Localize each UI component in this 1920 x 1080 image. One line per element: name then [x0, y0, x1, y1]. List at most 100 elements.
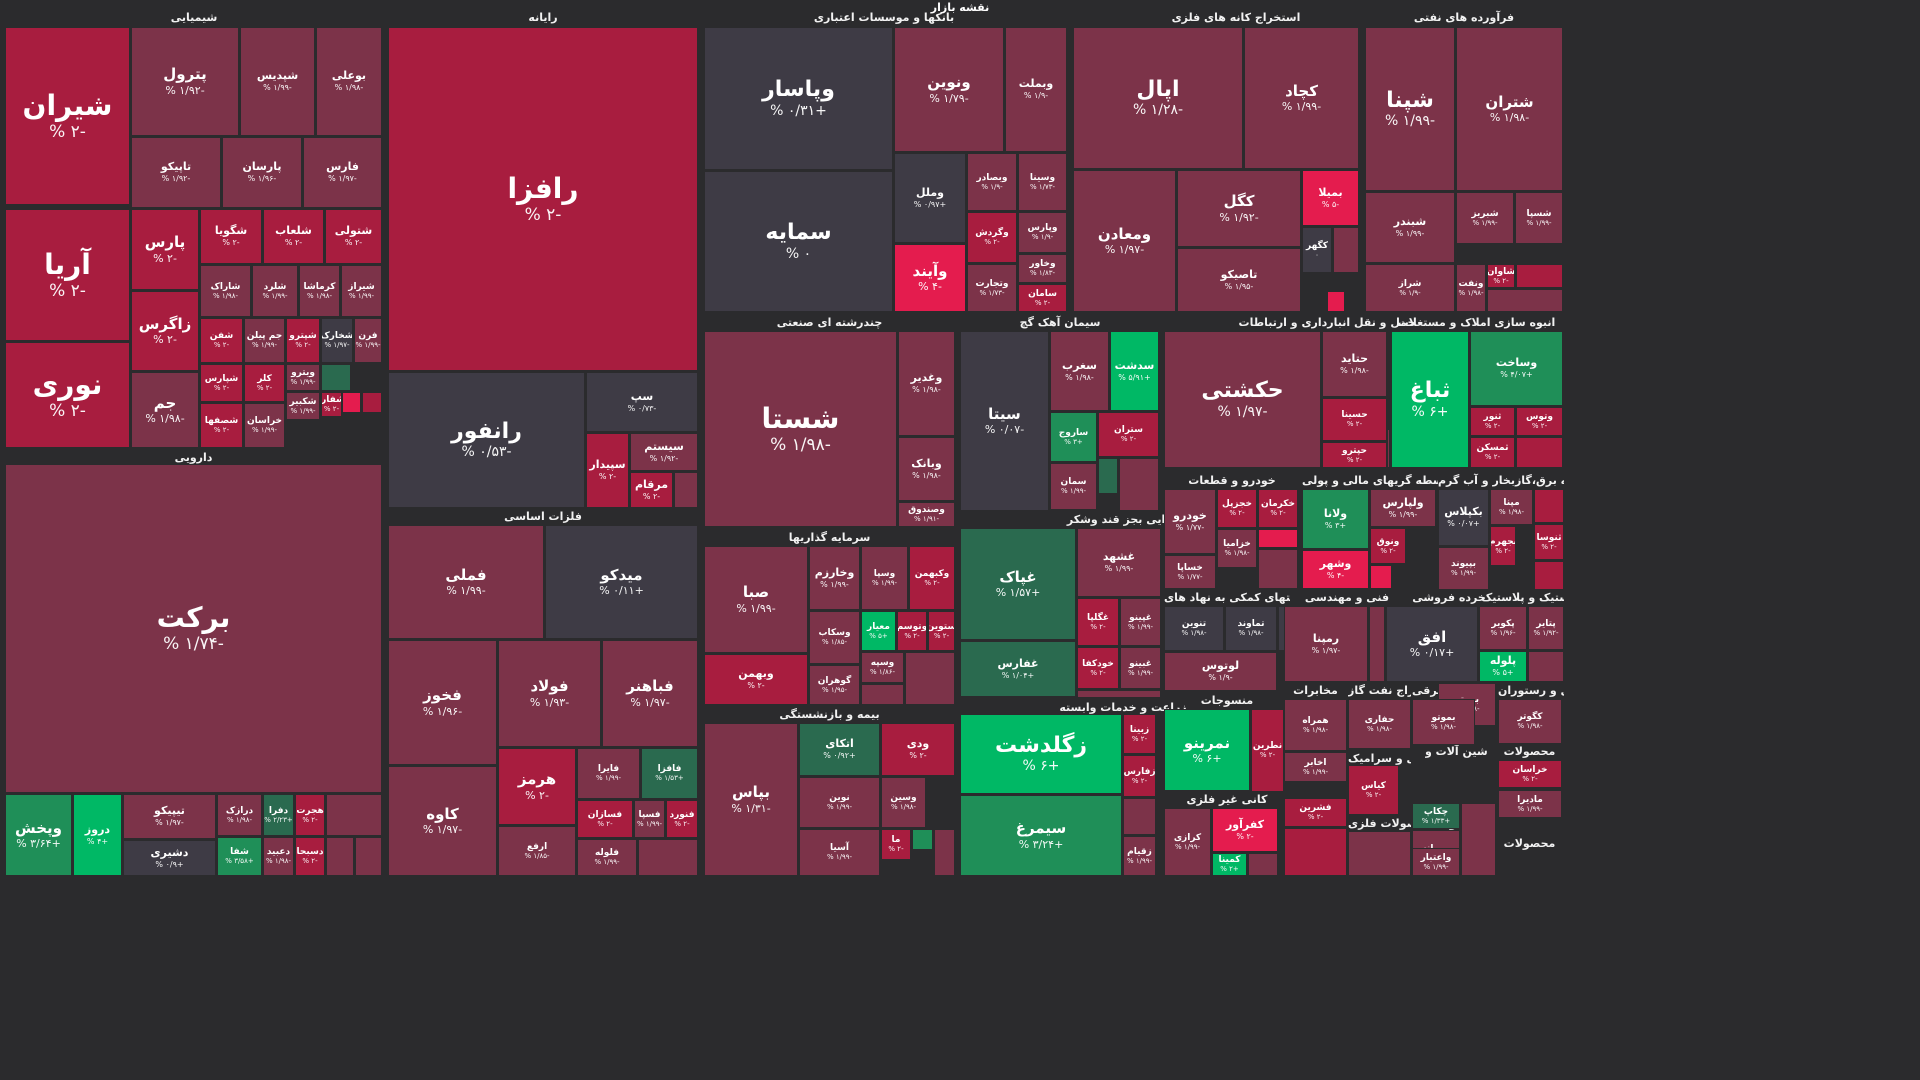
- stock-tile[interactable]: کلر -۲ %: [244, 364, 285, 402]
- stock-tile[interactable]: تیپیکو -۱/۹۷ %: [123, 794, 216, 839]
- stock-tile[interactable]: حسینا -۲ %: [1322, 398, 1387, 441]
- stock-tile[interactable]: نمرینو +۶ %: [1164, 709, 1250, 791]
- stock-tile[interactable]: تاصیکو -۱/۹۵ %: [1177, 248, 1301, 312]
- stock-tile[interactable]: شلرد -۱/۹۹ %: [252, 265, 298, 317]
- stock-tile[interactable]: رمپنا -۱/۹۷ %: [1284, 606, 1368, 682]
- stock-tile[interactable]: وساخت +۴/۰۷ %: [1470, 331, 1563, 406]
- stock-tile[interactable]: شپنا -۱/۹۹ %: [1365, 27, 1455, 191]
- stock-tile[interactable]: ثباغ +۶ %: [1391, 331, 1469, 468]
- stock-tile[interactable]: خساپا -۱/۷۷ %: [1164, 555, 1216, 589]
- stock-tile[interactable]: کفرآور -۲ %: [1212, 808, 1278, 852]
- stock-tile[interactable]: [1258, 529, 1298, 548]
- stock-tile[interactable]: فنورد -۲ %: [666, 800, 698, 838]
- stock-tile[interactable]: سمایه ۰ %: [704, 171, 893, 312]
- stock-tile[interactable]: وآیند -۴ %: [894, 244, 966, 312]
- stock-tile[interactable]: فارس -۱/۹۷ %: [303, 137, 382, 208]
- stock-tile[interactable]: شفن -۲ %: [200, 318, 243, 363]
- stock-tile[interactable]: جم پیلن -۱/۹۹ %: [244, 318, 285, 363]
- stock-tile[interactable]: دسبحا -۲ %: [295, 837, 325, 876]
- stock-tile[interactable]: وخارزم -۱/۹۹ %: [809, 546, 860, 610]
- stock-tile[interactable]: فسازان -۲ %: [577, 800, 633, 838]
- stock-tile[interactable]: غشهد -۱/۹۹ %: [1077, 528, 1161, 597]
- stock-tile[interactable]: ماديرا -۱/۹۹ %: [1498, 790, 1562, 818]
- stock-tile[interactable]: [1258, 549, 1298, 589]
- stock-tile[interactable]: پکویر -۱/۹۶ %: [1479, 606, 1527, 650]
- stock-tile[interactable]: زفارس -۲ %: [1123, 755, 1156, 797]
- stock-tile[interactable]: خجزپل -۲ %: [1217, 489, 1257, 528]
- stock-tile[interactable]: اپال -۱/۲۸ %: [1073, 27, 1243, 169]
- stock-tile[interactable]: [1461, 803, 1496, 876]
- stock-tile[interactable]: زبینا -۲ %: [1123, 714, 1156, 754]
- stock-tile[interactable]: فلوله -۱/۹۹ %: [577, 839, 637, 876]
- stock-tile[interactable]: فخوز -۱/۹۶ %: [388, 640, 497, 765]
- stock-tile[interactable]: [1333, 227, 1359, 273]
- stock-tile[interactable]: وسینا -۱/۷۳ %: [1018, 153, 1067, 211]
- stock-tile[interactable]: سیمرغ +۳/۲۴ %: [960, 795, 1122, 876]
- stock-tile[interactable]: شپارس -۲ %: [200, 364, 243, 402]
- stock-tile[interactable]: سدشت +۵/۹۱ %: [1110, 331, 1159, 411]
- stock-tile[interactable]: وصندوق -۱/۹۱ %: [898, 502, 955, 527]
- stock-tile[interactable]: هجرت -۲ %: [295, 794, 325, 836]
- stock-tile[interactable]: ما -۲ %: [881, 829, 911, 860]
- stock-tile[interactable]: شکبیر -۱/۹۹ %: [286, 392, 320, 420]
- stock-tile[interactable]: [355, 837, 382, 876]
- stock-tile[interactable]: [1098, 458, 1118, 494]
- stock-tile[interactable]: سغرب -۱/۹۸ %: [1050, 331, 1109, 411]
- stock-tile[interactable]: زقیام -۱/۹۹ %: [1123, 836, 1156, 876]
- stock-tile[interactable]: وسکاب -۱/۸۵ %: [809, 611, 860, 664]
- stock-tile[interactable]: حتاید -۱/۹۸ %: [1322, 331, 1387, 397]
- stock-tile[interactable]: خراسان -۲ %: [1498, 760, 1562, 788]
- stock-tile[interactable]: میدکو +۰/۱۱ %: [545, 525, 698, 639]
- stock-tile[interactable]: خودرو -۱/۷۷ %: [1164, 489, 1216, 554]
- stock-tile[interactable]: غپینو -۱/۹۹ %: [1120, 598, 1161, 646]
- stock-tile[interactable]: کاوه -۱/۹۷ %: [388, 766, 497, 876]
- stock-tile[interactable]: وتجارت -۱/۷۳ %: [967, 264, 1017, 312]
- stock-tile[interactable]: وگردش -۲ %: [967, 212, 1017, 263]
- stock-tile[interactable]: [1119, 458, 1159, 511]
- stock-tile[interactable]: مپنا -۱/۹۸ %: [1490, 489, 1533, 525]
- stock-tile[interactable]: حپترو -۲ %: [1322, 442, 1387, 468]
- stock-tile[interactable]: فولاد -۱/۹۳ %: [498, 640, 601, 747]
- stock-tile[interactable]: نوین -۱/۹۹ %: [799, 777, 880, 828]
- stock-tile[interactable]: وشهر -۴ %: [1302, 550, 1369, 589]
- stock-tile[interactable]: بموتو-۱/۹۸ %: [1412, 699, 1475, 745]
- stock-tile[interactable]: [1248, 853, 1278, 876]
- stock-tile[interactable]: پترول -۱/۹۲ %: [131, 27, 239, 136]
- stock-tile[interactable]: وبانک -۱/۹۸ %: [898, 437, 955, 501]
- stock-tile[interactable]: کگهر ۰: [1302, 227, 1332, 273]
- stock-tile[interactable]: پارس -۲ %: [131, 209, 199, 290]
- stock-tile[interactable]: [342, 392, 361, 413]
- stock-tile[interactable]: وسین -۱/۹۸ %: [881, 777, 926, 828]
- stock-tile[interactable]: هرمز -۲ %: [498, 748, 576, 825]
- stock-tile[interactable]: برکت -۱/۷۴ %: [5, 464, 382, 793]
- stock-tile[interactable]: تنوین -۱/۹۸ %: [1164, 606, 1224, 651]
- stock-tile[interactable]: درازک -۱/۹۸ %: [217, 794, 262, 836]
- stock-tile[interactable]: ونفت -۱/۹۸ %: [1456, 264, 1486, 312]
- stock-tile[interactable]: کگوتر -۱/۹۸ %: [1498, 699, 1562, 744]
- stock-tile[interactable]: [1487, 289, 1563, 312]
- stock-tile[interactable]: [1123, 798, 1156, 835]
- stock-tile[interactable]: [1077, 690, 1161, 698]
- stock-tile[interactable]: سیستم -۱/۹۲ %: [630, 433, 698, 471]
- stock-tile[interactable]: خزامیا -۱/۹۸ %: [1217, 529, 1257, 568]
- stock-tile[interactable]: خکرمان -۲ %: [1258, 489, 1298, 528]
- stock-tile[interactable]: پتایر -۱/۹۲ %: [1528, 606, 1564, 650]
- stock-tile[interactable]: شسپا -۱/۹۹ %: [1515, 192, 1563, 244]
- stock-tile[interactable]: [1369, 606, 1385, 682]
- stock-tile[interactable]: اتکای +۰/۹۲ %: [799, 723, 880, 776]
- stock-tile[interactable]: [1370, 565, 1392, 589]
- stock-tile[interactable]: زگلدشت +۶ %: [960, 714, 1122, 794]
- stock-tile[interactable]: کگل -۱/۹۲ %: [1177, 170, 1301, 247]
- stock-tile[interactable]: واعتبار -۱/۹۹ %: [1412, 848, 1460, 876]
- stock-tile[interactable]: [674, 472, 698, 508]
- stock-tile[interactable]: سمان -۱/۹۹ %: [1050, 463, 1097, 510]
- stock-tile[interactable]: ساروج +۳ %: [1050, 412, 1097, 462]
- stock-tile[interactable]: خودکفا -۲ %: [1077, 647, 1119, 689]
- stock-tile[interactable]: [1516, 437, 1563, 468]
- stock-tile[interactable]: حفاری -۱/۹۸ %: [1348, 699, 1411, 749]
- stock-tile[interactable]: فایرا -۱/۹۹ %: [577, 748, 640, 799]
- stock-tile[interactable]: [1387, 429, 1390, 468]
- stock-tile[interactable]: بمپنا-۲ %: [1534, 561, 1564, 590]
- stock-tile[interactable]: وکبهمن -۲ %: [909, 546, 955, 610]
- stock-tile[interactable]: [1516, 264, 1563, 288]
